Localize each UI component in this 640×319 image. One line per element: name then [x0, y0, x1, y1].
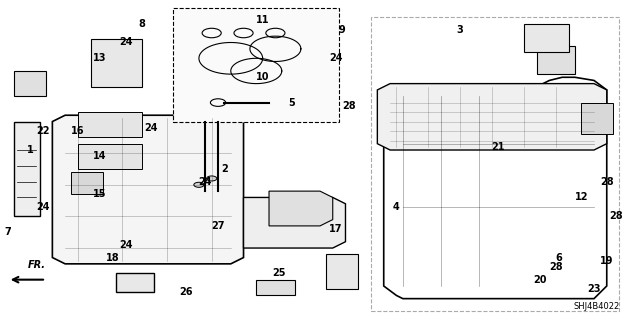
Polygon shape: [378, 84, 607, 150]
Text: 11: 11: [256, 15, 269, 26]
Circle shape: [207, 176, 217, 181]
Circle shape: [194, 182, 204, 187]
Polygon shape: [581, 103, 613, 134]
Text: 2: 2: [221, 164, 228, 174]
Text: 10: 10: [256, 72, 269, 82]
Text: SHJ4B4022: SHJ4B4022: [573, 302, 620, 311]
Text: 8: 8: [138, 19, 145, 28]
Polygon shape: [524, 24, 568, 52]
Text: 9: 9: [339, 25, 346, 35]
Text: 3: 3: [457, 25, 463, 35]
Text: 12: 12: [575, 192, 588, 203]
Text: 24: 24: [119, 240, 132, 250]
Text: 4: 4: [393, 202, 400, 212]
Polygon shape: [537, 46, 575, 74]
Text: 18: 18: [106, 253, 120, 263]
Polygon shape: [78, 144, 141, 169]
Polygon shape: [173, 8, 339, 122]
Polygon shape: [256, 280, 294, 295]
Text: 22: 22: [36, 126, 49, 136]
Polygon shape: [78, 112, 141, 137]
Text: 1: 1: [27, 145, 33, 155]
Text: 23: 23: [588, 284, 601, 294]
Text: 26: 26: [179, 287, 193, 297]
Polygon shape: [14, 122, 40, 216]
Polygon shape: [91, 39, 141, 87]
Text: 24: 24: [329, 53, 342, 63]
Text: 20: 20: [533, 275, 547, 285]
Text: 24: 24: [119, 38, 132, 48]
Polygon shape: [269, 191, 333, 226]
Polygon shape: [14, 71, 46, 96]
Text: 6: 6: [556, 253, 563, 263]
Polygon shape: [52, 115, 244, 264]
Text: 15: 15: [93, 189, 107, 199]
Text: 28: 28: [609, 211, 623, 221]
Text: 28: 28: [342, 101, 355, 111]
Text: 7: 7: [4, 227, 11, 237]
Text: 16: 16: [71, 126, 84, 136]
Polygon shape: [72, 172, 103, 194]
Text: 14: 14: [93, 151, 107, 161]
Polygon shape: [116, 273, 154, 292]
Text: 21: 21: [492, 142, 505, 152]
Text: 24: 24: [145, 123, 158, 133]
Text: 25: 25: [272, 268, 285, 278]
Text: 24: 24: [36, 202, 49, 212]
Text: 28: 28: [549, 262, 563, 272]
Text: 28: 28: [600, 177, 614, 187]
Text: 19: 19: [600, 256, 614, 266]
Polygon shape: [326, 254, 358, 289]
Text: FR.: FR.: [28, 260, 45, 270]
Polygon shape: [244, 197, 346, 248]
Text: 5: 5: [288, 98, 294, 108]
Text: 24: 24: [198, 177, 212, 187]
Text: 17: 17: [329, 224, 342, 234]
Text: 13: 13: [93, 53, 107, 63]
Text: 27: 27: [211, 221, 225, 231]
